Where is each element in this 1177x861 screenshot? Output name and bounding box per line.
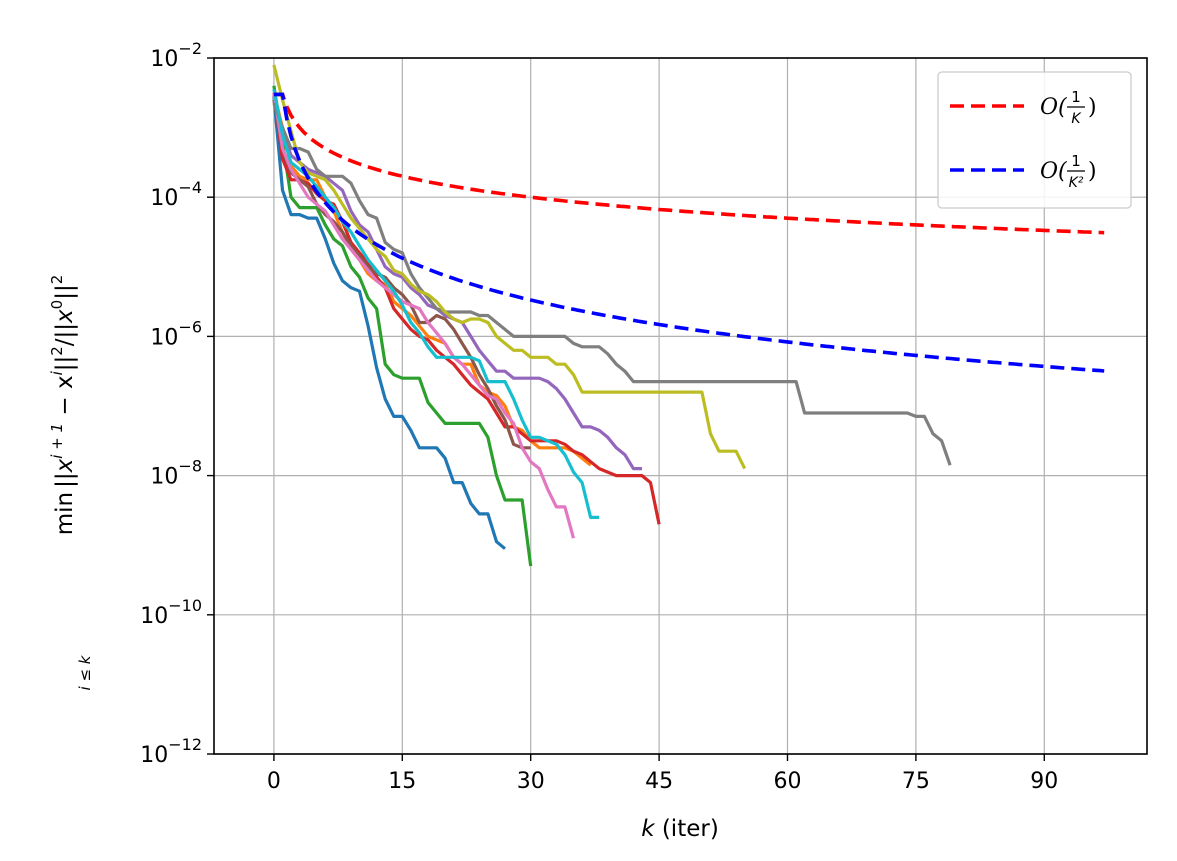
x-tick-label: 30 [517, 769, 545, 794]
svg-text:O(: O( [1040, 159, 1067, 184]
y-tick-label: 10−4 [150, 178, 202, 211]
svg-text:1: 1 [1071, 152, 1081, 170]
y-tick-label: 10−8 [150, 457, 202, 490]
y-tick-label: 10−10 [140, 596, 202, 629]
reference-line-1 [273, 92, 1105, 235]
run-series-4 [272, 92, 661, 525]
x-tick-label: 45 [645, 769, 673, 794]
run-series-3 [272, 85, 533, 567]
svg-text:K: K [1071, 111, 1082, 127]
y-axis-label-subscript: i ≤ k [76, 654, 94, 690]
x-tick-label: 15 [388, 769, 416, 794]
y-axis-label: min||xi + 1 − xi||2/||x0||2 i ≤ k [48, 275, 94, 691]
run-series-10 [272, 89, 600, 519]
run-series-8 [272, 102, 952, 466]
y-tick-label: 10−2 [150, 39, 202, 72]
svg-text:K²: K² [1069, 175, 1084, 191]
run-series-9 [272, 64, 747, 470]
svg-text:): ) [1088, 159, 1097, 184]
svg-text:1: 1 [1071, 88, 1081, 106]
svg-text:O(: O( [1040, 95, 1067, 120]
y-tick-label: 10−6 [150, 317, 202, 350]
plot-frame [213, 57, 1148, 755]
y-tick-label: 10−12 [140, 735, 202, 768]
reference-line-2 [273, 92, 1105, 373]
run-series-1 [272, 96, 507, 550]
svg-text:): ) [1088, 95, 1097, 120]
legend-box [937, 71, 1132, 209]
x-tick-label: 0 [267, 769, 281, 794]
legend-label-1: O(1 K) [1040, 88, 1097, 127]
x-axis-label: k (iter) [641, 816, 719, 842]
series-layer [272, 64, 1105, 567]
run-series-7 [272, 92, 576, 539]
x-tick-label: 60 [773, 769, 801, 794]
svg-text:min||xi + 1 − xi||2/||x0||2: min||xi + 1 − xi||2/||x0||2 [48, 275, 78, 536]
x-tick-label: 90 [1030, 769, 1058, 794]
axis-ticks: 0 15 30 45 60 75 90 10−2 10−4 10−6 10−8 10−10 10−12 [140, 39, 1058, 794]
legend: O(1K)O(1K²) [937, 71, 1132, 209]
legend-label-2: O(1 K²) [1040, 152, 1097, 191]
x-tick-label: 75 [902, 769, 930, 794]
